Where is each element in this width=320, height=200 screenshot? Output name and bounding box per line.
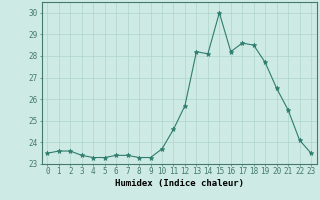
X-axis label: Humidex (Indice chaleur): Humidex (Indice chaleur) [115, 179, 244, 188]
